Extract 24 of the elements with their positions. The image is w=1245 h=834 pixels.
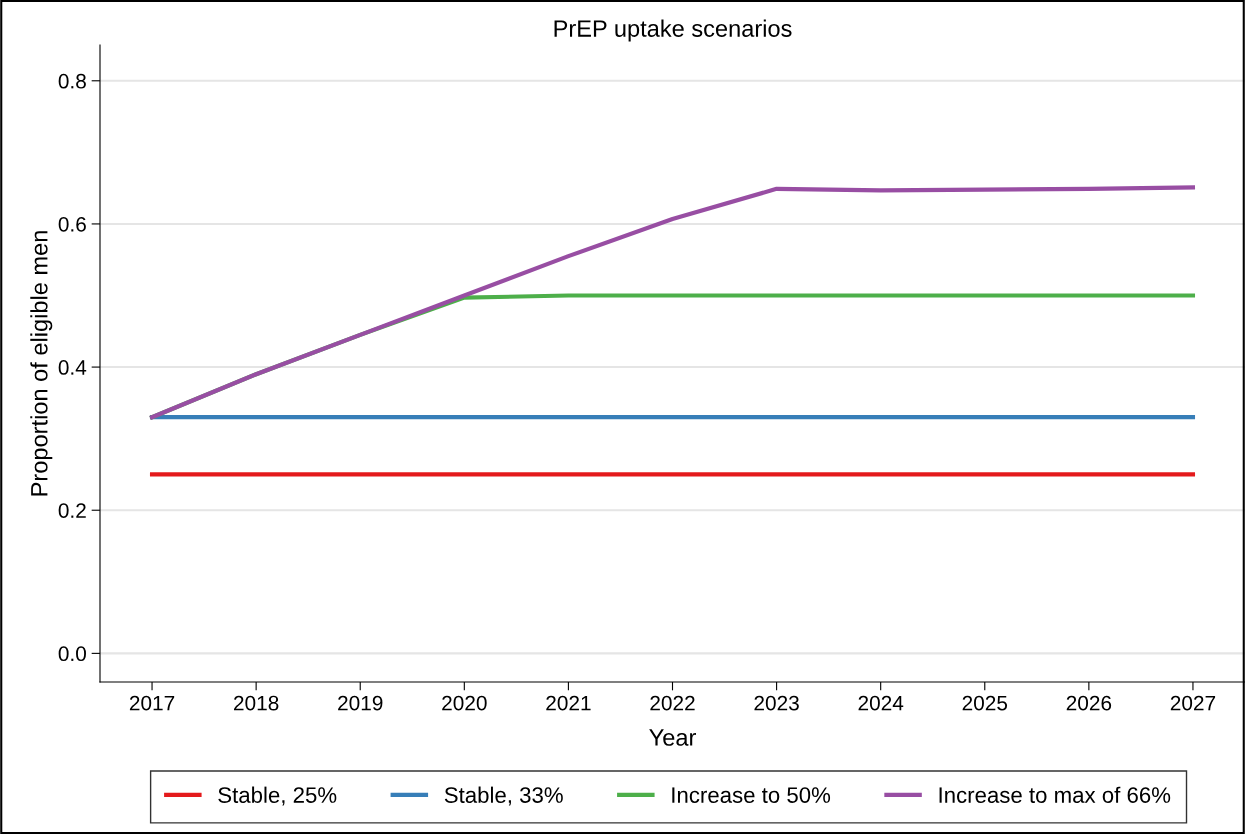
x-tick-label: 2022 [650, 695, 695, 711]
x-tick-label: 2025 [962, 695, 1008, 711]
legend-label: Increase to 50% [672, 787, 831, 803]
y-tick-label: 0.4 [58, 360, 87, 375]
x-tick-label: 2026 [1066, 695, 1112, 711]
y-tick-label: 0.6 [58, 216, 86, 232]
x-axis-title: Year [649, 729, 696, 746]
x-tick-label: 2021 [546, 695, 591, 711]
y-axis-title: Proportion of eligible men [30, 231, 53, 496]
legend-label: Stable, 33% [444, 786, 563, 806]
x-tick-label: 2023 [754, 695, 799, 711]
x-tick-label: 2020 [442, 695, 487, 711]
x-tick-label: 2027 [1170, 695, 1216, 711]
y-tick-label: 0.2 [58, 503, 86, 518]
x-tick-label: 2018 [234, 695, 279, 711]
x-tick-label: 2024 [858, 695, 904, 711]
legend-label: Increase to max of 66% [939, 786, 1171, 803]
legend-label: Stable, 25% [218, 786, 337, 806]
line-series [149, 185, 1196, 420]
y-tick-label: 0.8 [58, 73, 86, 89]
x-tick-label: 2017 [129, 695, 175, 711]
x-tick-label: 2019 [338, 695, 383, 711]
y-tick-label: 0.0 [58, 646, 86, 662]
chart-title: PrEP uptake scenarios [554, 19, 792, 42]
